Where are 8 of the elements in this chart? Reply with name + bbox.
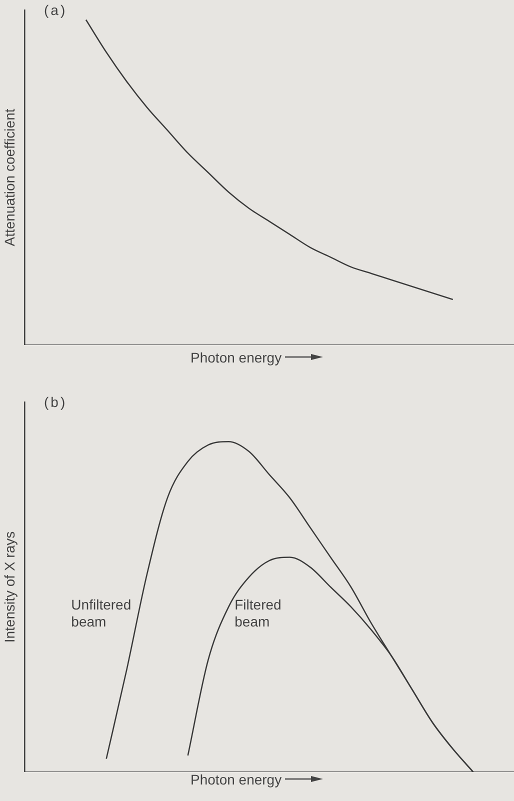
chart-title: (b) bbox=[44, 394, 68, 410]
chart-title: (a) bbox=[44, 2, 68, 18]
x-axis-title: Photon energy bbox=[190, 349, 282, 366]
x-axis-title: Photon energy bbox=[190, 771, 282, 788]
series-label: Filtered beam bbox=[234, 596, 282, 630]
y-axis-title: Intensity of X rays bbox=[1, 531, 18, 643]
y-axis-title: Attenuation coefficient bbox=[1, 108, 18, 246]
series-label: Unfiltered beam bbox=[71, 596, 132, 630]
